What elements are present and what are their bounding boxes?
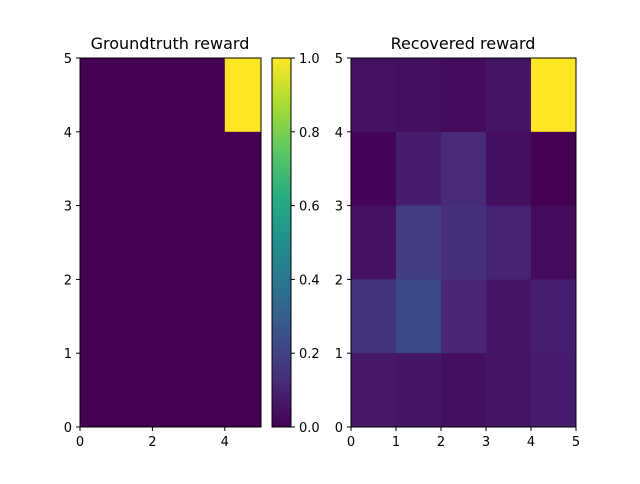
colorbar-tick-label: 0.4 <box>299 273 320 288</box>
groundtruth-axes: 0 2 4 0 1 2 3 4 5 <box>64 52 229 450</box>
groundtruth-ytick-label: 1 <box>64 347 72 362</box>
groundtruth-cell <box>152 353 190 428</box>
groundtruth-ytick-label: 2 <box>64 273 72 288</box>
recovered-cell <box>531 205 577 280</box>
groundtruth-cell <box>188 205 226 280</box>
recovered-xtick-label: 4 <box>527 435 535 450</box>
colorbar-axis: 0.0 0.2 0.4 0.6 0.8 1.0 <box>291 52 320 436</box>
groundtruth-cell <box>116 353 153 428</box>
recovered-cell <box>486 58 532 133</box>
recovered-heatmap <box>351 58 577 428</box>
groundtruth-cell <box>116 279 153 354</box>
recovered-ytick-label: 5 <box>335 52 343 67</box>
recovered-cell <box>351 279 397 354</box>
recovered-xtick-label: 0 <box>347 435 355 450</box>
recovered-cell <box>531 353 577 428</box>
recovered-cell <box>441 353 487 428</box>
recovered-frame <box>350 57 577 428</box>
recovered-cell <box>396 131 442 207</box>
recovered-cell <box>531 58 577 133</box>
colorbar-tick-label: 1.0 <box>299 52 320 67</box>
groundtruth-cell <box>152 205 190 280</box>
groundtruth-frame <box>79 57 262 428</box>
recovered-cell <box>351 131 397 207</box>
recovered-cell <box>396 58 442 133</box>
recovered-ytick-label: 0 <box>335 421 343 436</box>
colorbar-tick-label: 0.6 <box>299 200 320 215</box>
groundtruth-cell <box>188 279 226 354</box>
recovered-cell <box>486 353 532 428</box>
groundtruth-cell <box>224 131 262 207</box>
groundtruth-cell <box>224 279 262 354</box>
recovered-axes: 0 1 2 3 4 5 0 1 2 3 4 5 <box>335 52 580 450</box>
recovered-cell <box>396 279 442 354</box>
groundtruth-cell <box>188 58 226 133</box>
groundtruth-cell <box>80 353 117 428</box>
groundtruth-panel: Groundtruth reward 0 2 4 0 1 2 3 4 5 <box>64 34 262 450</box>
groundtruth-cell <box>80 131 117 207</box>
recovered-cell <box>351 353 397 428</box>
recovered-cell <box>441 205 487 280</box>
recovered-cell <box>486 279 532 354</box>
groundtruth-cell <box>80 205 117 280</box>
colorbar-tick-label: 0.2 <box>299 347 320 362</box>
groundtruth-cell <box>224 205 262 280</box>
groundtruth-heatmap <box>80 58 262 428</box>
colorbar-gradient <box>271 57 292 428</box>
recovered-cell <box>486 205 532 280</box>
groundtruth-cell <box>152 58 190 133</box>
recovered-cell <box>531 279 577 354</box>
recovered-cell <box>396 205 442 280</box>
groundtruth-ytick-label: 5 <box>64 52 72 67</box>
groundtruth-ytick-label: 3 <box>64 200 72 215</box>
groundtruth-cell <box>224 58 262 133</box>
recovered-ytick-label: 1 <box>335 347 343 362</box>
recovered-cell <box>351 58 397 133</box>
groundtruth-cell <box>152 131 190 207</box>
recovered-xtick-label: 1 <box>392 435 400 450</box>
groundtruth-xtick-label: 4 <box>221 435 229 450</box>
recovered-panel: Recovered reward 0 1 2 3 4 5 0 1 2 3 4 5 <box>335 34 580 450</box>
recovered-ytick-label: 2 <box>335 273 343 288</box>
recovered-xtick-label: 3 <box>482 435 490 450</box>
groundtruth-cell <box>116 205 153 280</box>
groundtruth-cell <box>188 131 226 207</box>
groundtruth-ytick-label: 4 <box>64 126 72 141</box>
recovered-xtick-label: 5 <box>572 435 580 450</box>
groundtruth-ytick-label: 0 <box>64 421 72 436</box>
groundtruth-title: Groundtruth reward <box>91 34 250 53</box>
recovered-cell <box>396 353 442 428</box>
groundtruth-cell <box>80 279 117 354</box>
groundtruth-cell <box>80 58 117 133</box>
recovered-xtick-label: 2 <box>437 435 445 450</box>
colorbar-tick-label: 0.8 <box>299 126 320 141</box>
recovered-cell <box>486 131 532 207</box>
colorbar: 0.0 0.2 0.4 0.6 0.8 1.0 <box>271 52 320 436</box>
recovered-cell <box>441 131 487 207</box>
groundtruth-cell <box>152 279 190 354</box>
colorbar-tick-label: 0.0 <box>299 421 320 436</box>
groundtruth-xtick-label: 2 <box>148 435 156 450</box>
groundtruth-cell <box>116 58 153 133</box>
recovered-cell <box>441 279 487 354</box>
groundtruth-cell <box>224 353 262 428</box>
groundtruth-xtick-label: 0 <box>76 435 84 450</box>
recovered-cell <box>531 131 577 207</box>
recovered-title: Recovered reward <box>391 34 536 53</box>
recovered-ytick-label: 3 <box>335 200 343 215</box>
groundtruth-cell <box>116 131 153 207</box>
groundtruth-cell <box>188 353 226 428</box>
recovered-ytick-label: 4 <box>335 126 343 141</box>
recovered-cell <box>441 58 487 133</box>
recovered-cell <box>351 205 397 280</box>
